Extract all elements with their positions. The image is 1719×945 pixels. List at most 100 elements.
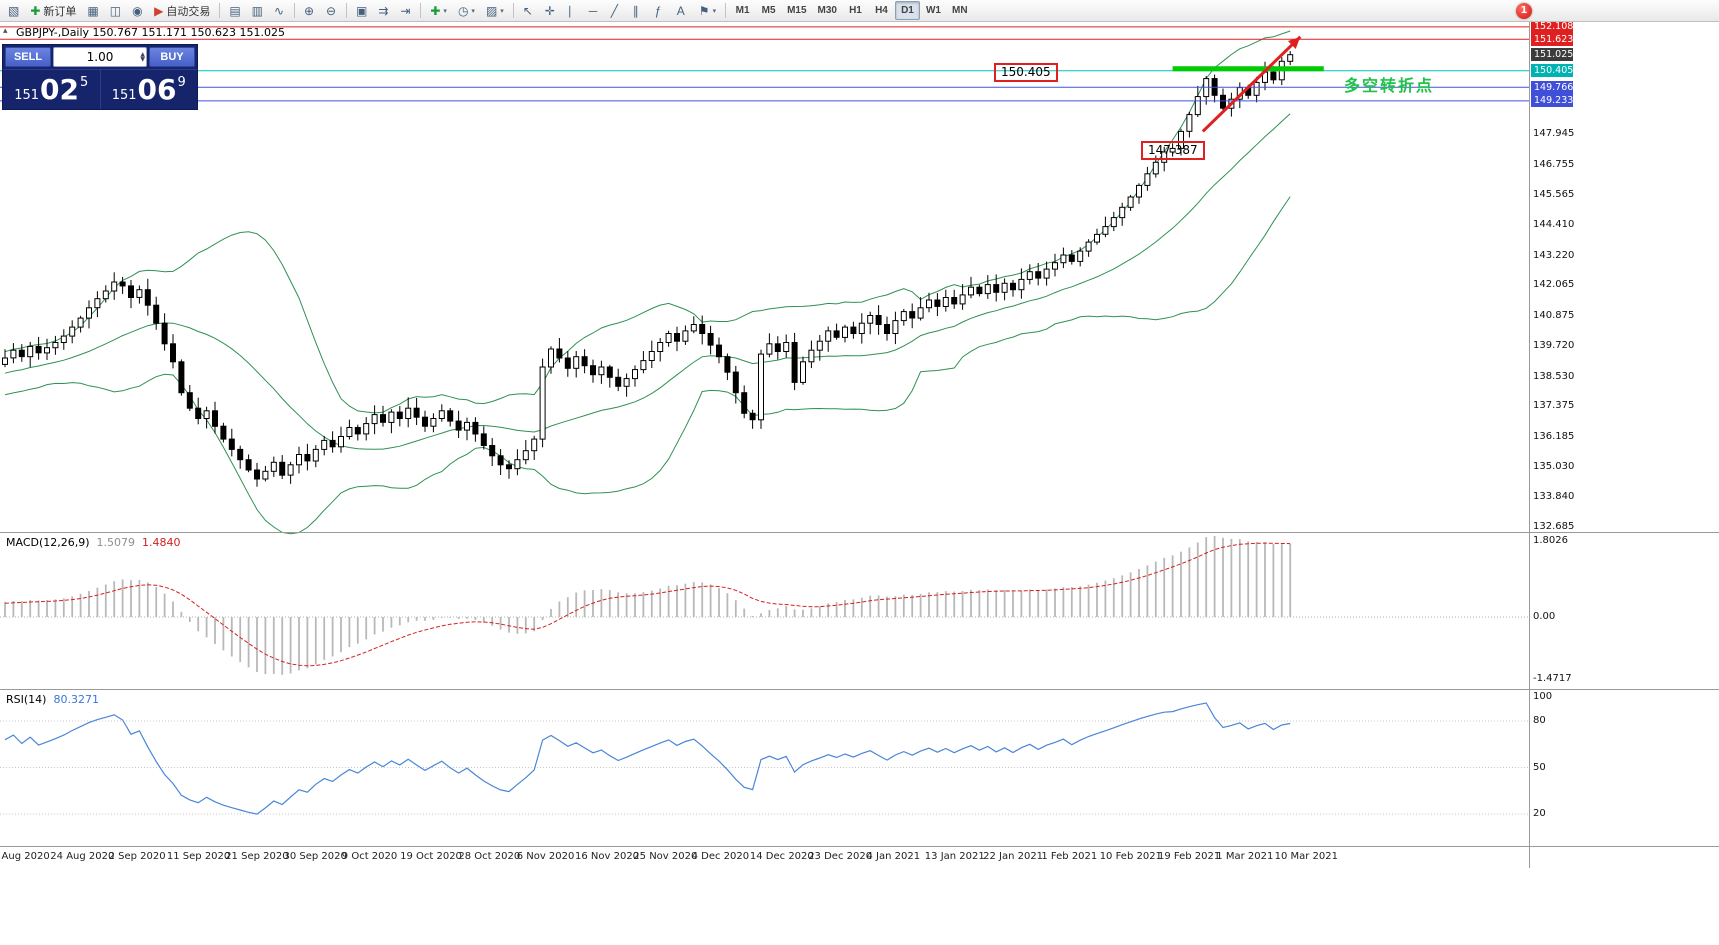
data-window-button[interactable]: ◉ xyxy=(127,1,148,20)
ask-pipette: 9 xyxy=(177,75,186,90)
toolbar-separator xyxy=(294,3,296,18)
profiles-icon: ◫ xyxy=(109,3,122,18)
horizontal-line-button[interactable]: ─ xyxy=(584,1,605,20)
timeframe-m15-button[interactable]: M15 xyxy=(782,1,811,20)
cursor-icon: ↖ xyxy=(522,3,533,18)
ask-price[interactable]: 151 06 9 xyxy=(99,70,198,109)
macd-scale-label: 1.8026 xyxy=(1533,535,1568,546)
macd-rsi-splitter[interactable] xyxy=(0,689,1719,690)
periods-button[interactable]: ◷ ▾ xyxy=(453,1,480,20)
tile-windows-button[interactable]: ▣ xyxy=(351,1,372,20)
price-label-box-147387[interactable]: 147.387 xyxy=(1141,141,1205,160)
red-trend-arrow-head xyxy=(1287,36,1301,50)
timeframe-w1-button[interactable]: W1 xyxy=(921,1,946,20)
timeframe-mn-button[interactable]: MN xyxy=(947,1,973,20)
lot-increase-button[interactable]: ▲ xyxy=(140,51,145,58)
price-tick-label: 146.755 xyxy=(1533,158,1575,170)
line-chart-button[interactable]: ∿ xyxy=(269,1,290,20)
charts-button[interactable]: ▧ xyxy=(3,1,24,20)
price-line-badge-149.766: 149.766 xyxy=(1531,80,1573,94)
sell-button[interactable]: SELL xyxy=(5,47,51,67)
timeframe-m5-button[interactable]: M5 xyxy=(756,1,781,20)
chevron-down-icon: ▾ xyxy=(471,7,475,15)
text-button[interactable]: A xyxy=(672,1,693,20)
notifications-badge[interactable]: 1 xyxy=(1516,3,1532,19)
rsi-dates-splitter xyxy=(0,846,1719,847)
arrows-button[interactable]: ⚑ ▾ xyxy=(694,1,721,20)
candlestick-chart-button[interactable]: ▥ xyxy=(247,1,268,20)
autotrading-icon: ▶ xyxy=(154,3,164,18)
templates-button[interactable]: ▨ ▾ xyxy=(481,1,509,20)
chart-shift-icon: ⇥ xyxy=(400,3,411,18)
toolbar-separator xyxy=(346,3,348,18)
crosshair-icon: ✛ xyxy=(544,3,555,18)
text-icon: A xyxy=(676,3,685,18)
zoom-out-icon: ⊖ xyxy=(326,3,337,18)
lot-decrease-button[interactable]: ▼ xyxy=(140,56,145,63)
horizontal-line-icon: ─ xyxy=(588,3,598,18)
auto-scroll-button[interactable]: ⇉ xyxy=(373,1,394,20)
date-tick-label: 10 Feb 2021 xyxy=(1099,851,1162,862)
vertical-line-icon: ∣ xyxy=(566,3,573,18)
bollinger-bands-layer xyxy=(4,30,1291,535)
date-tick-label: 19 Oct 2020 xyxy=(400,851,462,862)
timeframe-h1-button[interactable]: H1 xyxy=(843,1,868,20)
one-click-panel-toggle[interactable]: ▴ xyxy=(3,26,8,36)
price-line-badge-149.233: 149.233 xyxy=(1531,94,1573,108)
macd-scale-label: 0.00 xyxy=(1533,611,1556,622)
macd-label: MACD(12,26,9) 1.5079 1.4840 xyxy=(6,536,181,549)
price-line-badge-151.025: 151.025 xyxy=(1531,48,1573,62)
date-tick-label: 1 Mar 2021 xyxy=(1216,851,1274,862)
rsi-value: 80.3271 xyxy=(53,693,99,706)
autotrading-button[interactable]: ▶ 自动交易 xyxy=(149,1,215,20)
cursor-button[interactable]: ↖ xyxy=(518,1,539,20)
ask-main-digits: 06 xyxy=(137,72,177,106)
price-tick-label: 145.565 xyxy=(1533,189,1575,201)
rsi-scale-label: 100 xyxy=(1533,691,1553,702)
lot-size-field[interactable]: 1.00 ▲ ▼ xyxy=(53,47,147,67)
red-trend-arrow[interactable] xyxy=(1201,35,1302,133)
timeframe-h4-button[interactable]: H4 xyxy=(869,1,894,20)
buy-button[interactable]: BUY xyxy=(149,47,195,67)
macd-main-value: 1.5079 xyxy=(96,536,136,549)
profiles-button[interactable]: ◫ xyxy=(105,1,126,20)
candles-layer xyxy=(2,51,1294,487)
main-macd-splitter[interactable] xyxy=(0,532,1719,533)
fibonacci-icon: ƒ xyxy=(654,3,662,18)
chevron-down-icon: ▾ xyxy=(500,7,504,15)
new-chart-button[interactable]: ▦ xyxy=(82,1,103,20)
zoom-in-button[interactable]: ⊕ xyxy=(299,1,320,20)
zoom-out-button[interactable]: ⊖ xyxy=(321,1,342,20)
bid-price[interactable]: 151 02 5 xyxy=(3,70,100,109)
toolbar-separator xyxy=(420,3,422,18)
price-line-badge-150.405: 150.405 xyxy=(1531,64,1573,78)
indicators-button[interactable]: ✚ ▾ xyxy=(425,1,452,20)
price-tick-label: 143.220 xyxy=(1533,249,1575,261)
timeframe-m1-button[interactable]: M1 xyxy=(730,1,755,20)
main-toolbar: ▧ ✚ 新订单 ▦ ◫ ◉ ▶ 自动交易 ▤ ▥ ∿ ⊕ ⊖ ▣ ⇉ ⇥ ✚ ▾ ◷ ▾ ▨ ▾ ↖ ✛ ∣ ─ ╱ ∥ ƒ A ⚑ ▾ M1 M… xyxy=(0,0,1719,22)
new-chart-icon: ▦ xyxy=(87,3,99,18)
chart-shift-button[interactable]: ⇥ xyxy=(395,1,416,20)
date-tick-label: 21 Sep 2020 xyxy=(225,851,289,862)
timeframe-m30-button[interactable]: M30 xyxy=(813,1,842,20)
price-label-box-150405[interactable]: 150.405 xyxy=(994,63,1058,82)
text-annotation-turning-point[interactable]: 多空转折点 xyxy=(1344,76,1435,95)
bid-prefix: 151 xyxy=(14,88,40,103)
new-order-icon: ✚ xyxy=(30,3,41,18)
timeframe-d1-button[interactable]: D1 xyxy=(894,1,920,20)
one-click-trading-panel: SELL 1.00 ▲ ▼ BUY 151 02 5 151 06 9 xyxy=(2,44,198,110)
channel-button[interactable]: ∥ xyxy=(628,1,649,20)
crosshair-button[interactable]: ✛ xyxy=(540,1,561,20)
new-order-button[interactable]: ✚ 新订单 xyxy=(25,1,81,20)
date-tick-label: 4 Jan 2021 xyxy=(866,851,921,862)
trendline-button[interactable]: ╱ xyxy=(606,1,627,20)
symbol-ohlc-header: GBPJPY-,Daily 150.767 151.171 150.623 15… xyxy=(16,26,285,39)
bar-chart-button[interactable]: ▤ xyxy=(224,1,245,20)
bb-lower-band xyxy=(4,196,1291,535)
fibonacci-button[interactable]: ƒ xyxy=(650,1,671,20)
price-tick-label: 135.030 xyxy=(1533,460,1575,472)
price-tick-label: 138.530 xyxy=(1533,370,1575,382)
vertical-line-button[interactable]: ∣ xyxy=(562,1,583,20)
periods-icon: ◷ xyxy=(457,3,469,18)
